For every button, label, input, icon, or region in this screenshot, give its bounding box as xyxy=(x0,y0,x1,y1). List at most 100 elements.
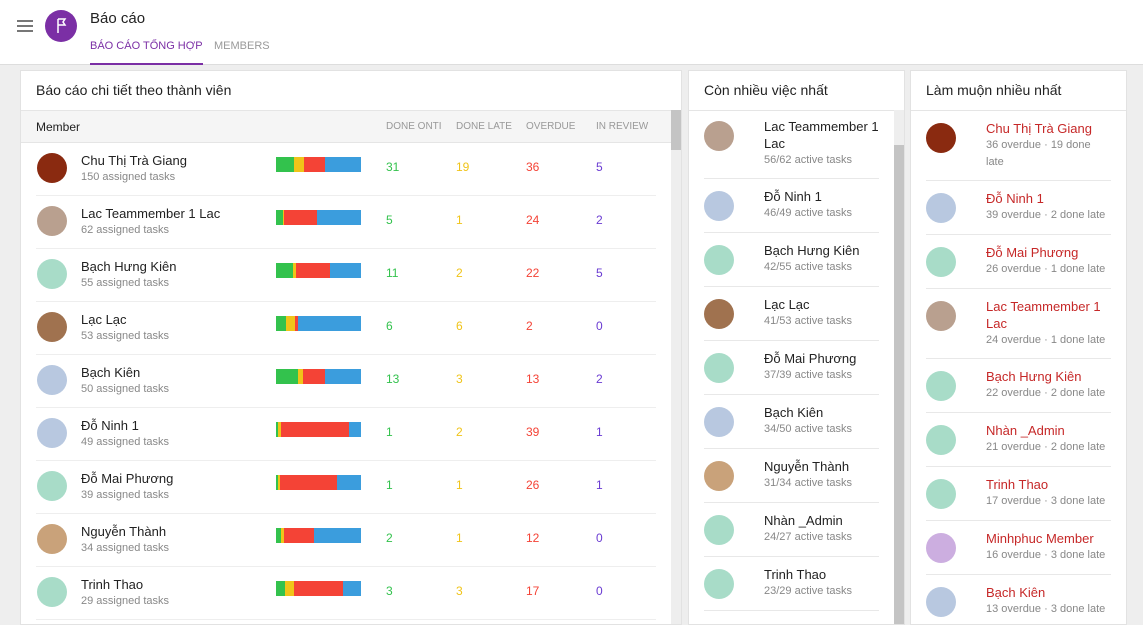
bar-segment xyxy=(276,581,285,596)
table-row: Đỗ Ninh 1 49 assigned tasks 1 2 39 1 xyxy=(36,407,656,461)
cell-value: 13 xyxy=(526,372,540,386)
list-item: Lac Teammember 1 Lac 56/62 active tasks xyxy=(704,109,879,179)
avatar xyxy=(926,301,956,331)
list-item: Đỗ Mai Phương 37/39 active tasks xyxy=(704,341,879,395)
member-name: Bạch Hưng Kiên xyxy=(81,259,177,274)
header: Báo cáo BÁO CÁO TỔNG HỢP MEMBERS xyxy=(0,0,1143,65)
list-item: Nguyễn Thành 31/34 active tasks xyxy=(704,449,879,503)
bar-segment xyxy=(276,422,278,437)
cell-value: 3 xyxy=(456,584,463,598)
table-row: Chu Thị Trà Giang 150 assigned tasks 31 19 3… xyxy=(36,142,656,196)
member-name: Trinh Thao xyxy=(81,577,144,592)
bar-remaining xyxy=(330,263,361,278)
bar-segment xyxy=(277,422,282,437)
bar-segment xyxy=(304,157,325,172)
avatar xyxy=(704,121,734,151)
bar-segment xyxy=(293,157,305,172)
bar-segment xyxy=(282,210,285,225)
cell-value: 17 xyxy=(526,584,540,598)
avatar xyxy=(926,371,956,401)
assigned-tasks: 62 assigned tasks xyxy=(81,224,170,236)
table-row: Đỗ Mai Phương 39 assigned tasks 1 1 26 1 xyxy=(36,460,656,514)
avatar xyxy=(37,365,67,395)
cell-value: 2 xyxy=(386,531,393,545)
member-name: Nhàn _Admin xyxy=(986,423,1065,438)
member-name: Bạch Hưng Kiên xyxy=(764,243,860,258)
member-name: Bạch Kiên xyxy=(764,405,824,420)
bar-segment xyxy=(296,263,331,278)
member-name: Đỗ Mai Phương xyxy=(986,245,1079,260)
avatar xyxy=(704,191,734,221)
bar-remaining xyxy=(313,528,361,543)
progress-bar xyxy=(276,475,361,490)
avatar xyxy=(37,206,67,236)
cell-value: 22 xyxy=(526,266,540,280)
list-item: Bạch Hưng Kiên 42/55 active tasks xyxy=(704,233,879,287)
cell-value: 2 xyxy=(596,372,603,386)
avatar xyxy=(37,312,67,342)
member-stats: 23/29 active tasks xyxy=(764,585,853,597)
bar-segment xyxy=(295,316,299,331)
table-row: Lac Teammember 1 Lac 62 assigned tasks 5 1 2… xyxy=(36,195,656,249)
tab[interactable]: MEMBERS xyxy=(214,40,270,52)
bar-segment xyxy=(283,528,314,543)
list-item: Nhàn _Admin 21 overdue · 2 done late xyxy=(926,413,1111,467)
cell-value: 36 xyxy=(526,160,540,174)
progress-bar xyxy=(276,263,361,278)
cell-value: 11 xyxy=(386,266,399,280)
cell-value: 0 xyxy=(596,531,603,545)
tab[interactable]: BÁO CÁO TỔNG HỢP xyxy=(90,40,203,65)
cell-value: 0 xyxy=(596,584,603,598)
member-name: Chu Thị Trà Giang xyxy=(986,121,1092,136)
member-name: Bạch Kiên xyxy=(986,585,1046,600)
member-name: Nguyễn Thành xyxy=(81,524,167,539)
most-late-card: Làm muộn nhiều nhất Chu Thị Trà Giang 36 … xyxy=(910,70,1127,625)
cell-value: 1 xyxy=(456,531,463,545)
cell-value: 26 xyxy=(526,478,540,492)
cell-value: 2 xyxy=(526,319,533,333)
bar-segment xyxy=(276,475,279,490)
bar-remaining xyxy=(298,316,361,331)
cell-value: 12 xyxy=(526,531,540,545)
column-header: Member xyxy=(36,120,81,134)
avatar xyxy=(704,569,734,599)
cell-value: 5 xyxy=(386,213,393,227)
bar-segment xyxy=(276,210,283,225)
list-item: Bạch Kiên 34/50 active tasks xyxy=(704,395,879,449)
member-stats: 31/34 active tasks xyxy=(764,477,853,489)
bar-remaining xyxy=(324,157,361,172)
bar-remaining xyxy=(317,210,361,225)
member-name: Đỗ Ninh 1 xyxy=(764,189,822,204)
cell-value: 1 xyxy=(386,478,393,492)
list-item: Đỗ Ninh 1 46/49 active tasks xyxy=(704,179,879,233)
member-name: Lac Teammember 1 Lac xyxy=(81,206,221,221)
bar-segment xyxy=(281,422,349,437)
card-title: Báo cáo chi tiết theo thành viên xyxy=(36,82,232,98)
scrollbar xyxy=(671,110,681,624)
avatar xyxy=(37,153,67,183)
cell-value: 2 xyxy=(456,266,463,280)
member-stats: 56/62 active tasks xyxy=(764,154,853,166)
assigned-tasks: 53 assigned tasks xyxy=(81,330,170,342)
table-row: Bạch Hưng Kiên 55 assigned tasks 11 2 22 5 xyxy=(36,248,656,302)
cell-value: 2 xyxy=(456,425,463,439)
table-row: Lạc Lạc 53 assigned tasks 6 6 2 0 xyxy=(36,301,656,355)
avatar xyxy=(926,533,956,563)
menu-icon[interactable] xyxy=(17,19,33,33)
scrollbar xyxy=(894,110,904,624)
member-stats: 41/53 active tasks xyxy=(764,315,853,327)
member-name: Minhphuc Member xyxy=(986,531,1094,546)
avatar xyxy=(704,515,734,545)
avatar xyxy=(926,247,956,277)
avatar xyxy=(37,259,67,289)
bar-segment xyxy=(280,475,337,490)
member-stats: 39 overdue · 2 done late xyxy=(986,209,1106,221)
bar-segment xyxy=(276,157,294,172)
bar-segment xyxy=(276,316,286,331)
member-stats: 42/55 active tasks xyxy=(764,261,853,273)
table-header: Member DONE ONTI DONE LATE OVERDUE IN RE… xyxy=(21,110,671,143)
member-stats: 21 overdue · 2 done late xyxy=(986,441,1106,453)
member-stats: 46/49 active tasks xyxy=(764,207,853,219)
member-name: Lạc Lạc xyxy=(81,312,127,327)
